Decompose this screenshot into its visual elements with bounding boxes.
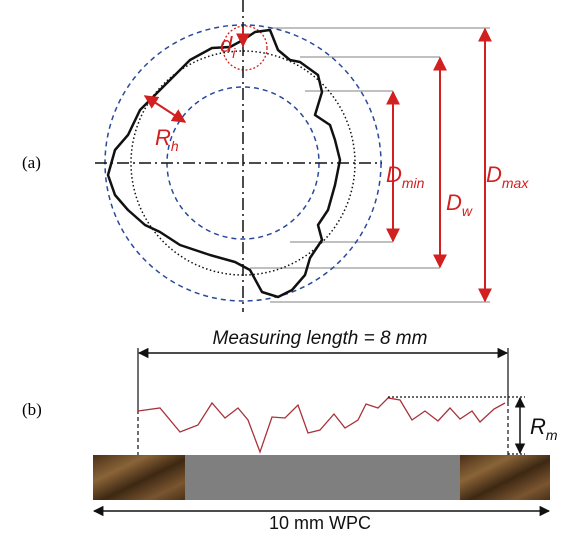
- symbol: Dw: [446, 190, 473, 219]
- symbol-sub: min: [402, 175, 425, 191]
- symbol: di: [220, 32, 236, 61]
- panel-label: (a): [22, 153, 41, 172]
- symbol: Dmin: [386, 162, 425, 191]
- symbol-sub: m: [546, 427, 558, 443]
- specimen-label: 10 mm WPC: [269, 513, 371, 533]
- surface-profile: [137, 397, 506, 454]
- panel-a: (a) di Rh Dmin Dw Dmax: [22, 0, 529, 312]
- particle-outline: [106, 28, 342, 299]
- symbol-main: R: [155, 125, 171, 150]
- symbol: Rh: [155, 125, 179, 154]
- symbol-sub: max: [502, 175, 529, 191]
- panel-b: (b) Measuring length = 8 mm Rm 10 mm WPC: [22, 328, 558, 533]
- symbol-main: D: [386, 162, 402, 187]
- measured-section: [185, 455, 460, 500]
- arrow: [143, 95, 187, 123]
- symbol-sub: i: [232, 45, 236, 61]
- wpc-section: [460, 455, 550, 500]
- symbol: Dmax: [486, 162, 529, 191]
- measuring-length: Measuring length = 8 mm: [213, 328, 428, 349]
- wpc-section: [93, 455, 185, 500]
- symbol-main: D: [486, 162, 502, 187]
- symbol: Rm: [530, 414, 558, 443]
- symbol-main: R: [530, 414, 546, 439]
- symbol-sub: h: [171, 138, 179, 154]
- symbol-main: D: [446, 190, 462, 215]
- symbol-sub: w: [462, 203, 473, 219]
- reference-lines: [250, 27, 490, 303]
- symbol-main: d: [220, 32, 233, 57]
- panel-label: (b): [22, 400, 42, 419]
